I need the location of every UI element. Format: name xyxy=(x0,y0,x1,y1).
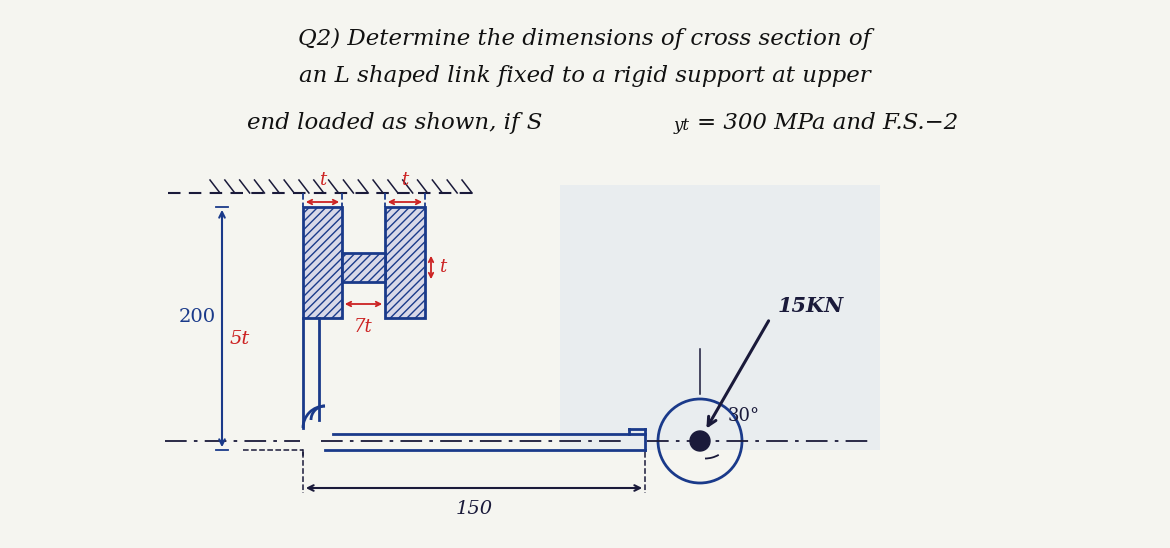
Text: t: t xyxy=(439,259,446,277)
Text: t: t xyxy=(319,171,326,189)
Text: end loaded as shown, if S: end loaded as shown, if S xyxy=(247,112,543,134)
Text: 30°: 30° xyxy=(728,407,760,425)
Text: 15KN: 15KN xyxy=(778,296,845,316)
Polygon shape xyxy=(342,253,385,282)
FancyBboxPatch shape xyxy=(560,185,880,450)
Text: 7t: 7t xyxy=(355,318,373,336)
Polygon shape xyxy=(303,207,342,318)
Text: an L shaped link fixed to a rigid support at upper: an L shaped link fixed to a rigid suppor… xyxy=(300,65,870,87)
Text: t: t xyxy=(401,171,408,189)
Circle shape xyxy=(690,431,710,451)
Text: 200: 200 xyxy=(179,307,216,326)
Text: = 300 MPa and F.S.−2: = 300 MPa and F.S.−2 xyxy=(697,112,958,134)
Text: 150: 150 xyxy=(455,500,493,518)
Text: Q2) Determine the dimensions of cross section of: Q2) Determine the dimensions of cross se… xyxy=(298,28,872,50)
Text: 5t: 5t xyxy=(230,329,250,347)
Polygon shape xyxy=(385,207,425,318)
Text: yt: yt xyxy=(674,117,690,134)
